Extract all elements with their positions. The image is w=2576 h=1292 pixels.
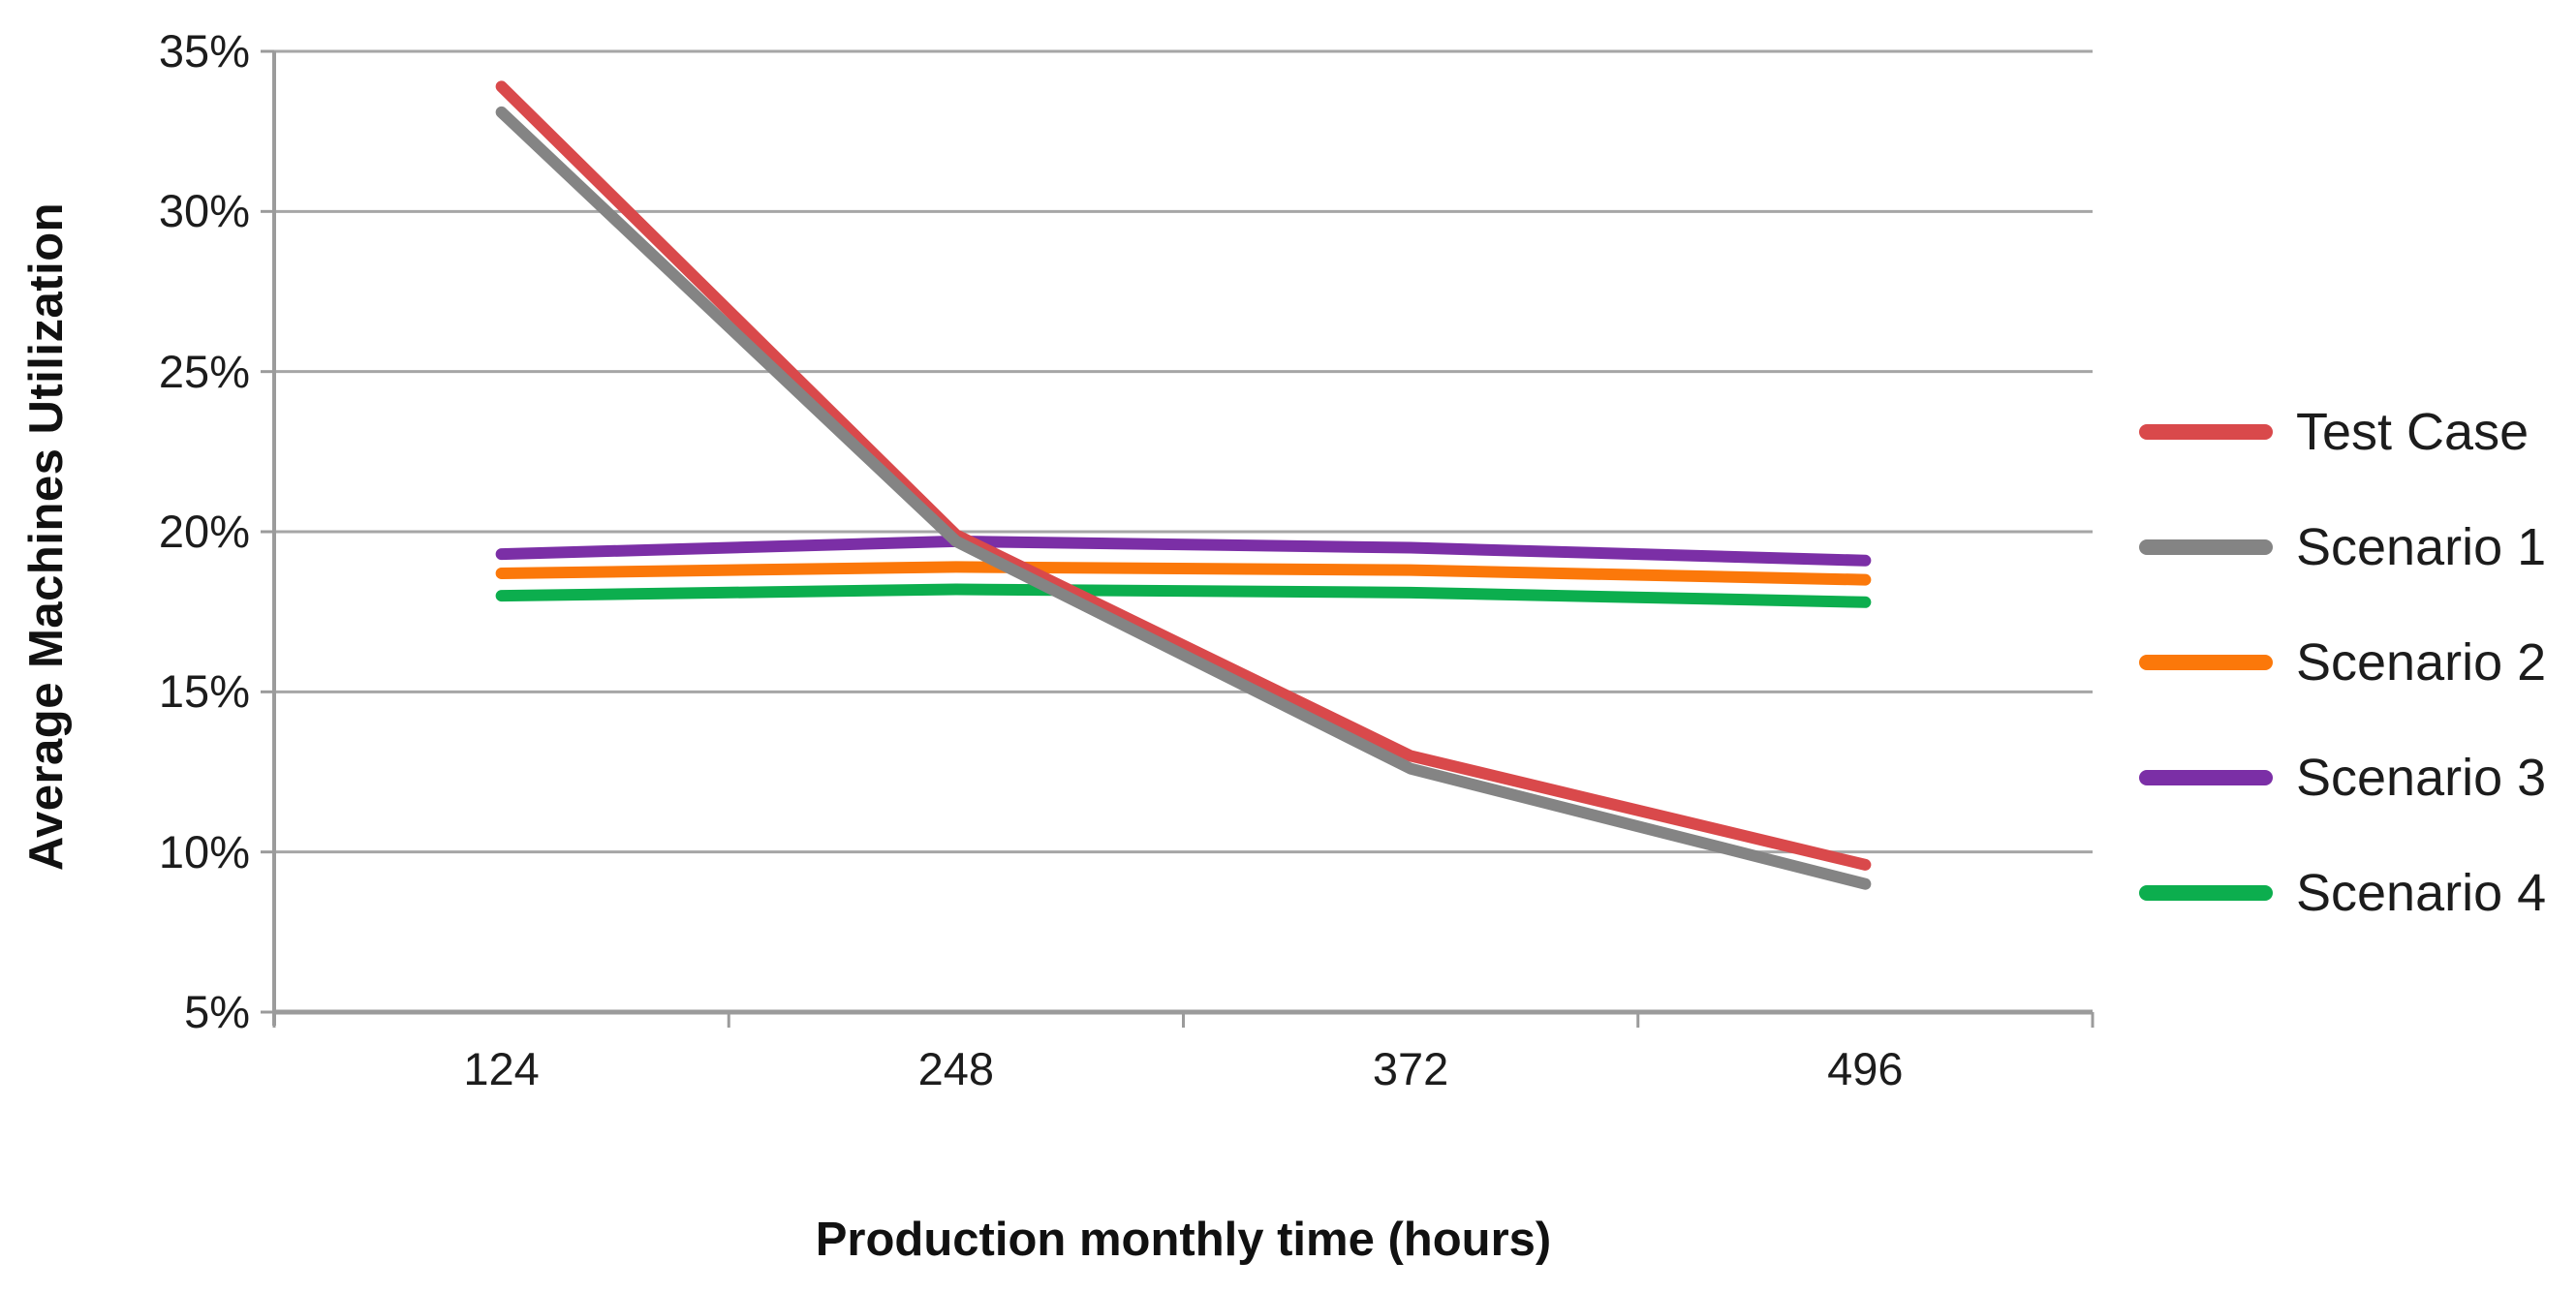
y-tick-label: 10% — [158, 825, 250, 877]
legend-swatch-icon — [2139, 769, 2273, 785]
y-axis-title: Average Machines Utilization — [20, 201, 73, 872]
y-tick-label: 35% — [158, 25, 250, 77]
legend-item-scenario-4: Scenario 4 — [2139, 835, 2546, 950]
legend: Test Case Scenario 1 Scenario 2 Scenario 3 S… — [2139, 374, 2546, 950]
y-tick-label: 25% — [158, 345, 250, 397]
x-tick-label: 248 — [917, 1043, 995, 1094]
legend-item-test-case: Test Case — [2139, 374, 2546, 489]
y-tick-label: 30% — [158, 185, 250, 237]
legend-swatch-icon — [2139, 884, 2273, 901]
legend-label: Scenario 1 — [2296, 517, 2547, 576]
legend-item-scenario-1: Scenario 1 — [2139, 489, 2546, 604]
legend-label: Scenario 4 — [2296, 863, 2547, 922]
legend-swatch-icon — [2139, 654, 2273, 670]
legend-swatch-icon — [2139, 423, 2273, 440]
y-tick-label: 20% — [158, 506, 250, 557]
y-tick-label: 15% — [158, 665, 250, 718]
x-tick-label: 496 — [1827, 1043, 1904, 1094]
legend-label: Scenario 3 — [2296, 748, 2547, 807]
legend-label: Scenario 2 — [2296, 632, 2547, 692]
y-tick-label: 5% — [184, 986, 250, 1037]
legend-swatch-icon — [2139, 538, 2273, 555]
series-line-test-case — [495, 80, 1872, 871]
legend-label: Test Case — [2296, 402, 2529, 461]
series-line-scenario-3 — [495, 535, 1872, 567]
legend-item-scenario-2: Scenario 2 — [2139, 604, 2546, 720]
series-line-scenario-1 — [495, 106, 1872, 890]
x-axis-title: Production monthly time (hours) — [815, 1214, 1552, 1266]
x-tick-label: 124 — [463, 1043, 540, 1094]
x-tick-label: 372 — [1372, 1043, 1449, 1094]
series-line-scenario-4 — [495, 583, 1872, 608]
series-line-scenario-2 — [495, 561, 1872, 586]
legend-item-scenario-3: Scenario 3 — [2139, 720, 2546, 835]
